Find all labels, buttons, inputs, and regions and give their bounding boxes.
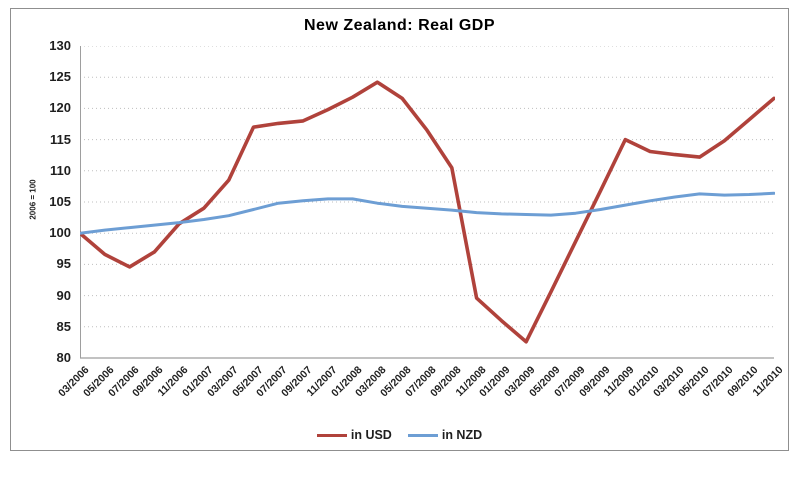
- chart-frame: New Zealand: Real GDP 2006 = 100 130 125 1…: [10, 8, 789, 451]
- plot-area: [80, 46, 775, 359]
- series-line-in-usd: [80, 80, 775, 344]
- legend-label-usd: in USD: [350, 428, 392, 442]
- y-tick-label: 80: [56, 350, 71, 365]
- y-tick-label: 85: [56, 318, 71, 334]
- y-tick-label: 100: [49, 225, 71, 241]
- legend-label-nzd: in NZD: [441, 428, 483, 442]
- y-tick-label: 130: [49, 38, 71, 53]
- legend-item-nzd: in NZD: [407, 428, 483, 442]
- y-tick-label: 95: [56, 256, 71, 272]
- usd-line-swatch: [316, 433, 347, 437]
- y-tick-label: 105: [49, 194, 71, 209]
- nzd-line-swatch: [407, 433, 438, 437]
- chart-title: New Zealand: Real GDP: [304, 17, 495, 34]
- y-tick-label: 120: [49, 100, 71, 116]
- series-line-in-nzd: [80, 191, 775, 235]
- y-tick-label: 125: [49, 69, 71, 85]
- legend-item-usd: in USD: [316, 428, 392, 442]
- y-tick-label: 110: [50, 162, 71, 178]
- legend: in USD in NZD: [11, 428, 788, 442]
- y-tick-label: 90: [56, 287, 71, 303]
- y-tick-label: 115: [50, 131, 71, 147]
